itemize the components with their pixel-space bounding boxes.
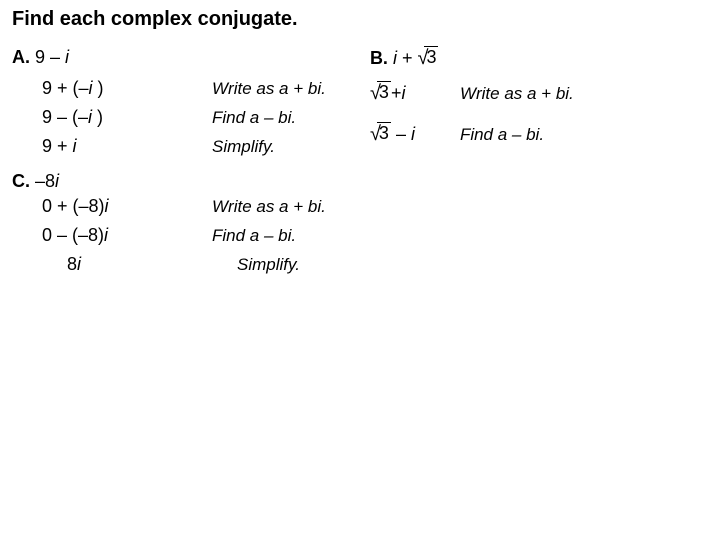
a-header: A. 9 – i [12,47,370,68]
a-given: 9 – i [35,47,69,67]
a-step3: 9 + i [12,136,212,157]
c-given: –8i [35,171,59,191]
b-row1: √3+i Write as a + bi. [370,82,708,105]
right-column: B. i + √3 √3+i Write as a + bi. √3 – i [370,47,708,283]
a-row1: 9 + (–i ) Write as a + bi. [12,78,370,99]
c-row2: 0 – (–8)i Find a – bi. [12,225,370,246]
a-cap3: Simplify. [212,137,275,157]
c-step3: 8i [12,254,237,275]
c-row1: 0 + (–8)i Write as a + bi. [12,196,370,217]
b-given: i + √3 [393,48,439,68]
b-cap2: Find a – bi. [460,125,544,145]
a-step2: 9 – (–i ) [12,107,212,128]
c-cap2: Find a – bi. [212,226,296,246]
section-a: A. 9 – i 9 + (–i ) Write as a + bi. 9 – … [12,47,370,157]
b-step1: √3+i [370,82,460,105]
section-c: C. –8i 0 + (–8)i Write as a + bi. 0 – (–… [12,171,370,275]
page-title: Find each complex conjugate. [12,8,708,31]
c-cap1: Write as a + bi. [212,197,326,217]
c-step1: 0 + (–8)i [12,196,212,217]
a-cap2: Find a – bi. [212,108,296,128]
b-cap1: Write as a + bi. [460,84,574,104]
c-label: C. [12,171,30,191]
a-cap1: Write as a + bi. [212,79,326,99]
a-row2: 9 – (–i ) Find a – bi. [12,107,370,128]
section-b: B. i + √3 √3+i Write as a + bi. √3 – i [370,47,708,146]
b-label: B. [370,48,388,68]
a-row3: 9 + i Simplify. [12,136,370,157]
b-header: B. i + √3 [370,47,708,70]
content-area: A. 9 – i 9 + (–i ) Write as a + bi. 9 – … [12,47,708,283]
a-label: A. [12,47,30,67]
left-column: A. 9 – i 9 + (–i ) Write as a + bi. 9 – … [12,47,370,283]
c-header: C. –8i [12,171,370,192]
b-step2: √3 – i [370,123,460,146]
b-row2: √3 – i Find a – bi. [370,123,708,146]
a-step1: 9 + (–i ) [12,78,212,99]
c-cap3: Simplify. [237,255,300,275]
c-row3: 8i Simplify. [12,254,370,275]
c-step2: 0 – (–8)i [12,225,212,246]
